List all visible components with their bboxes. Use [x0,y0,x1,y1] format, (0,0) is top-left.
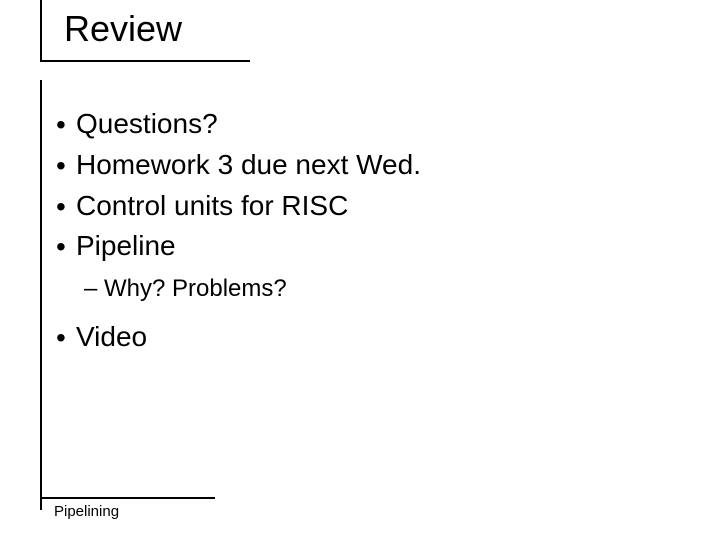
bullet-text: Homework 3 due next Wed. [76,146,421,184]
bullet-item: • Questions? [56,105,656,144]
footer-region: Pipelining [40,497,215,520]
bullet-dot-icon: • [56,227,76,266]
bullet-text: Why? Problems? [104,272,287,306]
body-vertical-rule [40,80,42,510]
slide-title: Review [40,8,720,56]
bullet-text: Pipeline [76,227,176,265]
slide-body: • Questions? • Homework 3 due next Wed. … [56,105,656,359]
bullet-item: • Control units for RISC [56,187,656,226]
footer-text: Pipelining [40,503,215,520]
footer-rule [40,497,215,499]
bullet-dot-icon: • [56,318,76,357]
bullet-item: • Video [56,318,656,357]
bullet-text: Video [76,318,147,356]
sub-bullet-item: – Why? Problems? [56,272,656,306]
title-underline [40,60,250,62]
title-vertical-rule [40,0,42,62]
bullet-item: • Pipeline [56,227,656,266]
title-region: Review [40,0,720,56]
bullet-text: Questions? [76,105,218,143]
bullet-dot-icon: • [56,187,76,226]
slide: Review • Questions? • Homework 3 due nex… [0,0,720,540]
bullet-dash-icon: – [84,272,104,306]
bullet-item: • Homework 3 due next Wed. [56,146,656,185]
bullet-dot-icon: • [56,146,76,185]
bullet-dot-icon: • [56,105,76,144]
bullet-text: Control units for RISC [76,187,348,225]
